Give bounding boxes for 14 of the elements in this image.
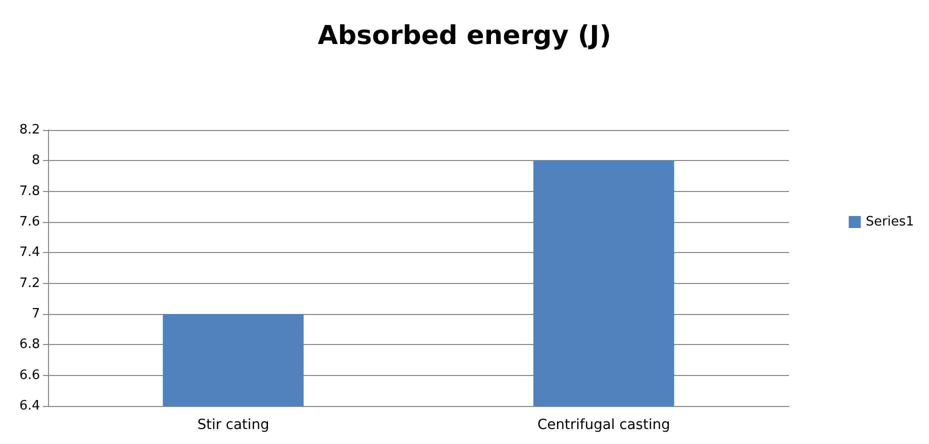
y-tick-label: 8 <box>32 153 40 168</box>
y-tick-label: 7.2 <box>19 276 40 291</box>
y-tick-label: 6.4 <box>19 398 40 414</box>
y-tick-label: 6.6 <box>19 368 40 383</box>
y-tick-label: 7.6 <box>19 214 40 230</box>
legend-label: Series1 <box>866 214 914 230</box>
x-tick-label: Centrifugal casting <box>537 417 670 433</box>
y-tick-label: 8.2 <box>19 122 40 138</box>
x-tick-label: Stir cating <box>197 417 270 433</box>
y-tick-label: 6.8 <box>19 337 40 352</box>
chart-title: Absorbed energy (J) <box>318 21 612 51</box>
y-tick-label: 7.8 <box>19 184 40 199</box>
y-tick-label: 7 <box>32 306 40 322</box>
y-tick-label: 7.4 <box>19 245 40 260</box>
